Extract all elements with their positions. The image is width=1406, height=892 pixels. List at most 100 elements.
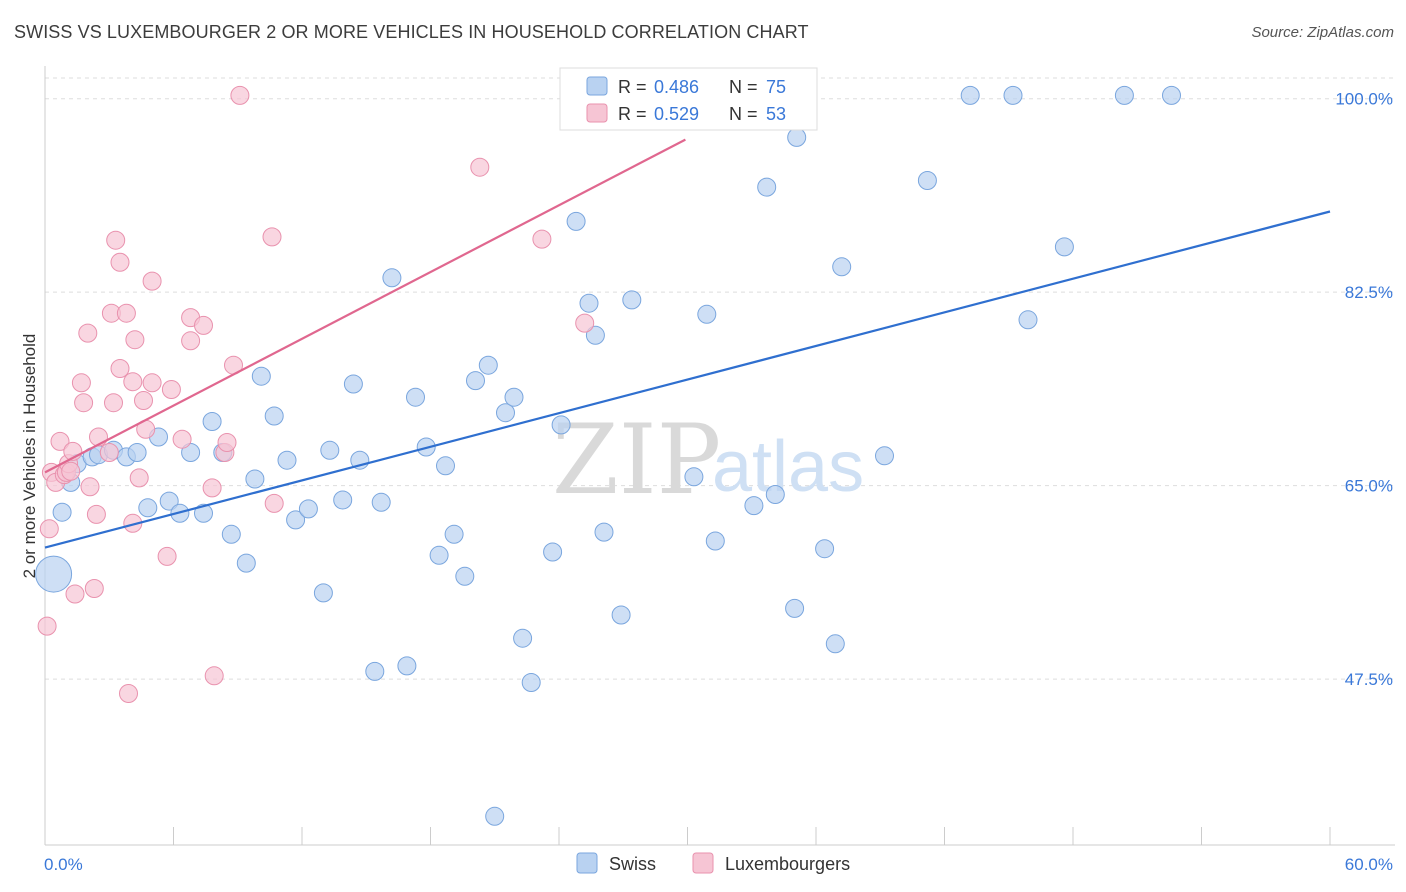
lux-point-47: [264, 493, 284, 513]
swiss-point-18: [236, 553, 256, 573]
legend-swiss-label: Swiss: [609, 854, 656, 874]
lux-point-46: [262, 227, 282, 247]
swiss-point-46: [521, 673, 541, 692]
swiss-point-31: [371, 492, 391, 512]
swiss-point-36: [436, 456, 455, 476]
legend-lux-label: Luxembourgers: [725, 854, 850, 874]
lux-point-18: [99, 443, 119, 462]
y-axis-label: 2 or more Vehicles in Household: [20, 334, 39, 579]
swiss-point-63: [787, 127, 807, 147]
lux-trend-line: [44, 138, 686, 474]
swiss-point-53: [611, 605, 631, 625]
swiss-point-73: [1114, 85, 1134, 105]
swiss-point-21: [264, 406, 284, 426]
zipatlas-watermark: ZIP atlas: [552, 404, 864, 516]
swiss-point-66: [825, 634, 845, 654]
swiss-point-64: [815, 539, 835, 559]
lux-point-26: [123, 372, 143, 392]
swiss-point-24: [298, 499, 318, 519]
swiss-point-15: [202, 412, 222, 431]
watermark-atlas: atlas: [712, 427, 864, 507]
swiss-point-48: [551, 415, 571, 435]
lux-point-1: [39, 519, 59, 539]
lux-point-37: [181, 331, 201, 351]
lux-stat-swatch: [586, 103, 608, 123]
swiss-point-23: [286, 510, 306, 530]
swiss-point-47: [543, 542, 563, 562]
lux-point-50: [575, 313, 595, 333]
swiss-point-13: [181, 443, 201, 462]
legend: Swiss Luxembourgers: [576, 852, 850, 874]
swiss-stat-swatch: [586, 76, 608, 96]
swiss-point-44: [504, 387, 524, 407]
axes: [44, 66, 1395, 846]
swiss-point-42: [485, 806, 505, 826]
lux-point-24: [116, 303, 136, 323]
swiss-point-30: [365, 661, 385, 681]
legend-swiss-swatch: [576, 852, 598, 874]
swiss-point-62: [785, 598, 805, 618]
swiss-point-37: [429, 545, 449, 565]
lux-point-28: [125, 330, 145, 350]
stats-box: R = 0.486 N = 75 R = 0.529 N = 53: [559, 67, 818, 131]
lux-point-23: [110, 252, 130, 272]
swiss-point-28: [343, 374, 363, 394]
swiss-point-34: [406, 387, 425, 407]
swiss-point-32: [382, 268, 402, 288]
lux-point-11: [71, 373, 91, 393]
chart-title: SWISS VS LUXEMBOURGER 2 OR MORE VEHICLES…: [14, 22, 809, 42]
swiss-point-22: [277, 450, 297, 470]
swiss-point-26: [320, 440, 340, 460]
swiss-point-74: [1162, 85, 1181, 105]
lux-r-value: 0.529: [654, 104, 699, 124]
swiss-n-value: 75: [766, 77, 786, 97]
lux-point-17: [89, 427, 108, 447]
lux-points: [37, 85, 595, 703]
lux-point-41: [204, 666, 224, 686]
lux-point-29: [129, 468, 149, 488]
source-label: Source: ZipAtlas.com: [1251, 24, 1394, 41]
swiss-point-39: [455, 566, 475, 586]
swiss-point-72: [1054, 237, 1074, 257]
swiss-n-label: N =: [729, 77, 758, 97]
swiss-point-71: [1018, 310, 1038, 330]
swiss-point-59: [744, 496, 764, 516]
swiss-point-14: [194, 503, 213, 523]
lux-point-36: [172, 429, 192, 449]
swiss-point-54: [622, 290, 642, 310]
trend-lines: [44, 138, 1331, 549]
lux-point-15: [84, 579, 104, 598]
swiss-trend-line: [44, 210, 1331, 549]
swiss-point-50: [579, 293, 599, 313]
lux-r-label: R =: [618, 104, 647, 124]
x-tick-labels: 0.0% 60.0%: [44, 855, 1393, 874]
swiss-point-25: [313, 583, 333, 603]
swiss-point-17: [221, 524, 241, 544]
lux-n-value: 53: [766, 104, 786, 124]
swiss-point-27: [333, 490, 353, 510]
lux-point-40: [202, 478, 222, 498]
lux-point-43: [217, 433, 237, 452]
lux-point-35: [161, 380, 181, 399]
swiss-points: [35, 85, 1181, 826]
swiss-point-51: [585, 325, 605, 345]
swiss-point-70: [1003, 85, 1023, 105]
swiss-point-1: [52, 502, 72, 522]
lux-point-4: [50, 431, 70, 451]
lux-point-25: [119, 684, 138, 703]
swiss-point-67: [875, 446, 894, 466]
y-tick-labels: 47.5% 65.0% 82.5% 100.0%: [1335, 90, 1393, 689]
lux-point-32: [142, 373, 162, 393]
x-tick-label-1: 60.0%: [1345, 855, 1393, 874]
watermark-zip: ZIP: [552, 404, 721, 516]
lux-point-22: [110, 359, 130, 378]
lux-point-10: [65, 584, 85, 604]
swiss-point-43: [496, 403, 515, 423]
swiss-point-56: [697, 304, 717, 324]
swiss-point-38: [444, 524, 464, 544]
swiss-point-19: [245, 469, 265, 489]
lux-point-16: [86, 504, 106, 524]
lux-point-49: [532, 229, 552, 249]
swiss-point-8: [127, 443, 147, 462]
